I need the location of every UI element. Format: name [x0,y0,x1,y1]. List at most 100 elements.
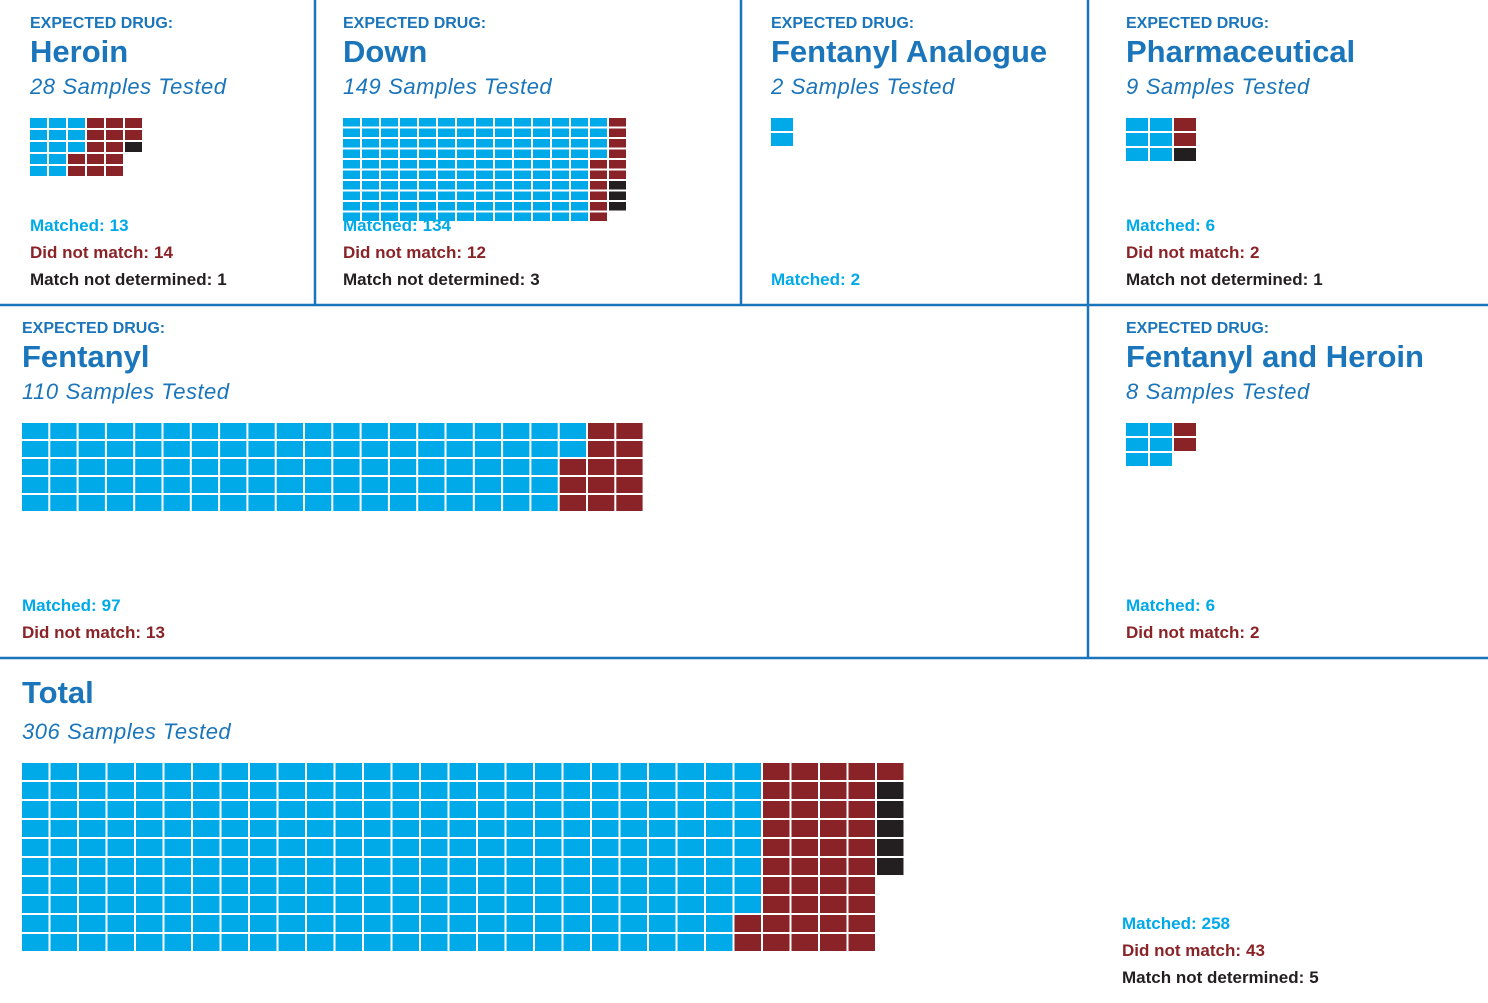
waffle-cell [620,839,647,856]
waffle-cell [22,934,49,951]
waffle-cell [535,763,562,780]
waffle-cell [438,212,455,221]
waffle-cell [278,820,305,837]
waffle-cell [535,877,562,894]
waffle-cell [592,915,619,932]
waffle-cell [877,839,904,856]
waffle-cell [400,118,417,127]
waffle-cell [592,801,619,818]
waffle-cell [50,801,77,818]
waffle-cell [50,763,77,780]
waffle-cell [820,915,847,932]
waffle-cell [771,133,793,146]
waffle-cell [50,934,77,951]
waffle-cell [649,839,676,856]
waffle-cell [250,934,277,951]
waffle-cell [50,782,77,799]
legend-entry: Did not match: 13 [22,623,165,642]
waffle-cell [563,877,590,894]
waffle-cell [495,160,512,169]
waffle-cell [506,820,533,837]
legend-entry: Matched: 134 [343,216,452,235]
panel-label: EXPECTED DRUG: [771,15,914,32]
waffle-cell [400,202,417,211]
waffle-cell [476,139,493,148]
waffle-cell [305,459,332,475]
waffle-cell [307,896,334,913]
waffle-cell [734,877,761,894]
waffle-cell [620,915,647,932]
waffle-cell [478,839,505,856]
panel-label: EXPECTED DRUG: [1126,15,1269,32]
waffle-cell [820,839,847,856]
waffle-cell [221,839,248,856]
waffle-cell [305,441,332,457]
waffle-cell [1126,148,1148,161]
waffle-cell [22,896,49,913]
waffle-cell [87,154,104,164]
waffle-cell [590,128,607,137]
panel-name: Pharmaceutical [1126,34,1355,69]
waffle-cell [364,782,391,799]
waffle-cell [506,877,533,894]
waffle-cell [362,128,379,137]
waffle-cell [381,181,398,190]
waffle-cell [706,820,733,837]
waffle-cell [49,130,66,140]
waffle-cell [495,128,512,137]
waffle-cell [609,118,626,127]
waffle-cell [421,763,448,780]
waffle-cell [400,139,417,148]
waffle-cell [79,801,106,818]
waffle-cell [79,915,106,932]
waffle-cell [588,495,615,511]
waffle-cell [1174,118,1196,131]
waffle-cell [476,191,493,200]
legend-value: 1 [217,270,226,289]
samples-tested: 149 Samples Tested [343,74,552,99]
waffle-cell [609,181,626,190]
waffle-cell [495,149,512,158]
waffle-cell [476,181,493,190]
waffle-cell [734,896,761,913]
waffle-cell [364,820,391,837]
waffle-cell [79,820,106,837]
waffle-cell [220,495,247,511]
waffle-cell [590,191,607,200]
waffle-cell [677,858,704,875]
waffle-cell [193,896,220,913]
waffle-cell [419,202,436,211]
waffle-cell [136,915,163,932]
waffle-cell [1174,133,1196,146]
waffle-cell [278,763,305,780]
waffle-cell [389,441,417,457]
waffle-cell [307,820,334,837]
waffle-cell [106,130,123,140]
samples-count: 28 [29,74,56,99]
waffle-cell [307,934,334,951]
waffle-cell [22,858,49,875]
waffle-cell [164,877,191,894]
samples-count: 2 [770,74,784,99]
waffle-cell [335,858,362,875]
waffle-cell [734,934,761,951]
waffle-cell [221,896,248,913]
waffle-cell [381,170,398,179]
waffle-cell [107,858,134,875]
waffle-cell [421,782,448,799]
waffle-cell [333,477,360,493]
waffle-cell [421,896,448,913]
waffle-cell [877,858,904,875]
waffle-cell [136,820,163,837]
waffle-cell [848,801,875,818]
waffle-cell [820,934,847,951]
waffle-cell [221,934,248,951]
waffle-cell [877,782,904,799]
waffle-cell [763,820,790,837]
waffle-cell [22,915,49,932]
waffle-cell [514,128,531,137]
waffle-cell [791,915,818,932]
waffle-cell [563,801,590,818]
waffle-cell [392,763,419,780]
waffle-cell [68,142,85,152]
